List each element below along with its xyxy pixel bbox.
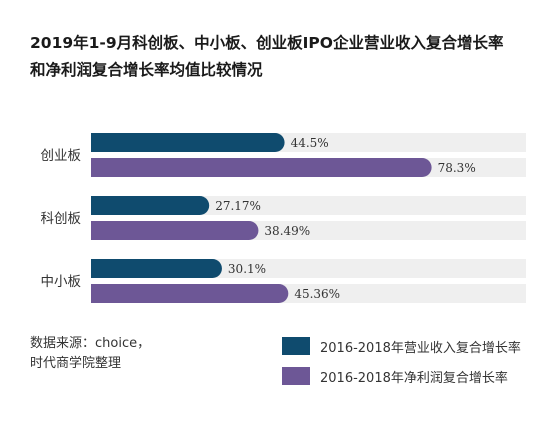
category-label: 中小板 [41,274,82,290]
bar [91,259,222,278]
bar [91,133,285,152]
bar [91,221,259,240]
legend-swatch-revenue [282,337,310,355]
legend-swatch-profit [282,367,310,385]
chart-title: 2019年1-9月科创板、中小板、创业板IPO企业营业收入复合增长率 和净利润复… [30,30,550,84]
data-label: 27.17% [215,199,261,213]
legend-label-revenue: 2016-2018年营业收入复合增长率 [320,340,521,356]
legend-item-revenue: 2016-2018年营业收入复合增长率 [282,336,521,356]
chart-title-line2: 和净利润复合增长率均值比较情况 [30,61,263,79]
legend-label-profit: 2016-2018年净利润复合增长率 [320,370,508,386]
source-line1: 数据来源：choice， [30,336,151,351]
bar [91,158,432,177]
data-label: 30.1% [228,262,266,276]
bar [91,284,289,303]
source-line2: 时代商学院整理 [30,356,122,371]
data-label: 44.5% [291,136,329,150]
data-label: 38.49% [264,224,310,238]
bar [91,196,210,215]
category-label: 科创板 [41,211,82,227]
legend: 2016-2018年营业收入复合增长率 2016-2018年净利润复合增长率 [282,336,521,396]
category-label: 创业板 [41,148,82,164]
legend-item-profit: 2016-2018年净利润复合增长率 [282,366,521,386]
data-label: 45.36% [294,287,340,301]
data-label: 78.3% [438,161,476,175]
source-note: 数据来源：choice， 时代商学院整理 [30,334,150,374]
chart-title-line1: 2019年1-9月科创板、中小板、创业板IPO企业营业收入复合增长率 [30,34,504,52]
